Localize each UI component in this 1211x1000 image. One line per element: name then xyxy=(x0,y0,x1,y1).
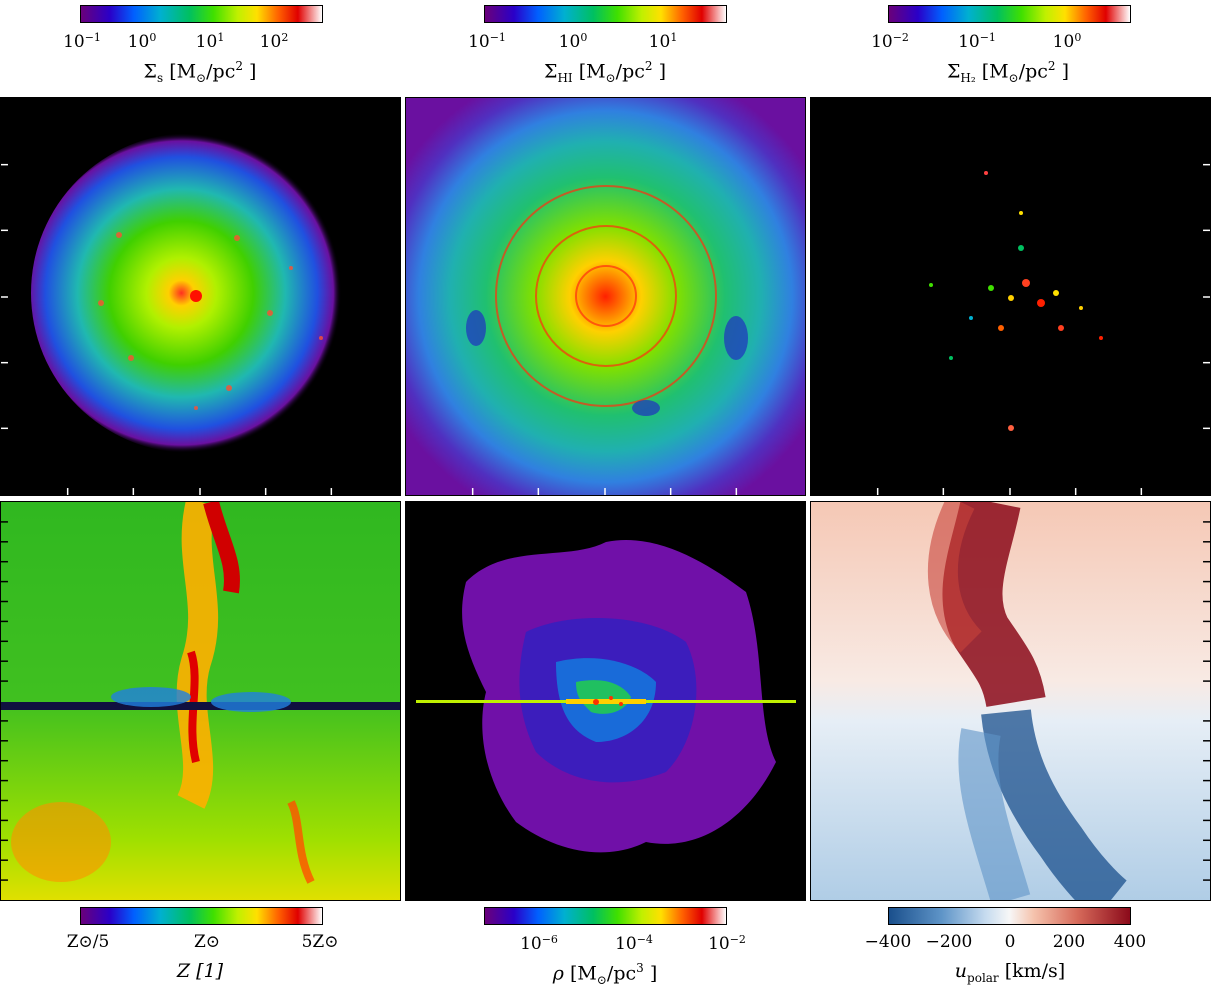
tick-label: Z⊙ xyxy=(193,932,221,952)
tick-label: −200 xyxy=(925,932,973,952)
colorbar-label: Z [1] xyxy=(176,960,224,982)
tick-label: 200 xyxy=(1052,932,1086,952)
tick-label: 0 xyxy=(1004,932,1016,952)
colorbar-gradient xyxy=(484,5,727,23)
tick-label: 10−6 xyxy=(520,933,558,954)
tick-label: 5Z⊙ xyxy=(301,932,339,952)
panel-velocity-edge-on xyxy=(810,501,1211,901)
panel-h2-face-on xyxy=(810,97,1211,496)
panel-hi-face-on xyxy=(405,97,806,496)
tick-label: 101 xyxy=(648,31,678,52)
tick-label: 100 xyxy=(127,31,157,52)
colorbar-label: upolar [km/s] xyxy=(954,960,1066,985)
density-image xyxy=(416,540,796,853)
colorbar-gradient xyxy=(888,907,1131,925)
colorbar-label: ΣHI [M⊙/pc2 ] xyxy=(544,59,666,86)
tick-label: 100 xyxy=(1052,31,1082,52)
colorbar-label: ρ [M⊙/pc3 ] xyxy=(552,961,658,988)
tick-label: 100 xyxy=(558,31,588,52)
hi-disk-image xyxy=(406,98,805,495)
h2-disk-image xyxy=(929,171,1103,431)
tick-label: Z⊙/5 xyxy=(66,932,110,952)
tick-label: 400 xyxy=(1113,932,1147,952)
panel-metallicity-edge-on xyxy=(0,501,401,901)
colorbar-gradient xyxy=(484,907,727,925)
panel-density-edge-on xyxy=(405,501,806,901)
tick-label: 10−1 xyxy=(63,31,101,52)
stellar-disk-image xyxy=(31,133,351,453)
panel-stellar-face-on xyxy=(0,97,401,496)
colorbar-label: Σs [M⊙/pc2 ] xyxy=(143,59,257,86)
tick-label: 10−2 xyxy=(708,933,746,954)
tick-label: 10−4 xyxy=(615,933,653,954)
tick-label: 10−1 xyxy=(468,31,506,52)
colorbar-gradient xyxy=(80,5,323,23)
colorbar-label: ΣH₂ [M⊙/pc2 ] xyxy=(946,59,1070,86)
tick-label: 10−1 xyxy=(958,31,996,52)
tick-label: 102 xyxy=(259,31,289,52)
tick-label: 10−2 xyxy=(871,31,909,52)
tick-label: 101 xyxy=(195,31,225,52)
metallicity-image xyxy=(1,502,400,900)
velocity-image xyxy=(811,502,1210,900)
tick-label: −400 xyxy=(864,932,912,952)
colorbar-gradient xyxy=(80,907,323,925)
colorbar-gradient xyxy=(888,5,1131,23)
